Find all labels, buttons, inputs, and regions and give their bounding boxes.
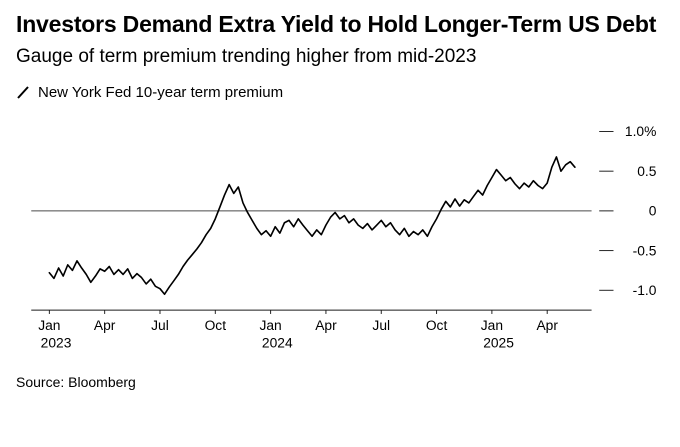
legend-line-icon bbox=[17, 85, 29, 99]
chart-title: Investors Demand Extra Yield to Hold Lon… bbox=[16, 11, 657, 37]
y-axis-tick-label: 0 bbox=[649, 203, 657, 219]
legend: New York Fed 10-year term premium bbox=[16, 82, 664, 102]
y-axis-tick-label: 1.0% bbox=[625, 123, 656, 139]
y-axis-tick-label: -0.5 bbox=[633, 242, 657, 258]
term-premium-series bbox=[48, 156, 576, 296]
y-axis-tick-label: -1.0 bbox=[633, 282, 657, 298]
x-axis-year-label: 2024 bbox=[262, 334, 293, 350]
x-axis-tick-label: Oct bbox=[205, 317, 227, 333]
legend-label: New York Fed 10-year term premium bbox=[38, 83, 284, 101]
x-axis-tick-label: Jan bbox=[259, 317, 281, 333]
x-axis-tick-label: Jul bbox=[372, 317, 390, 333]
x-axis-tick-label: Apr bbox=[536, 317, 558, 333]
x-axis-tick-label: Apr bbox=[94, 317, 116, 333]
x-axis-tick-label: Jan bbox=[481, 317, 503, 333]
x-axis-tick-label: Jul bbox=[151, 317, 169, 333]
source-label: Source: Bloomberg bbox=[16, 374, 136, 391]
y-axis-tick-label: 0.5 bbox=[637, 163, 657, 179]
x-axis-tick-label: Jan bbox=[38, 317, 60, 333]
x-axis-tick-label: Apr bbox=[315, 317, 337, 333]
x-axis-year-label: 2023 bbox=[41, 334, 72, 350]
chart-subtitle: Gauge of term premium trending higher fr… bbox=[16, 46, 477, 68]
x-axis-year-label: 2025 bbox=[483, 334, 514, 350]
x-axis-tick-label: Oct bbox=[426, 317, 448, 333]
